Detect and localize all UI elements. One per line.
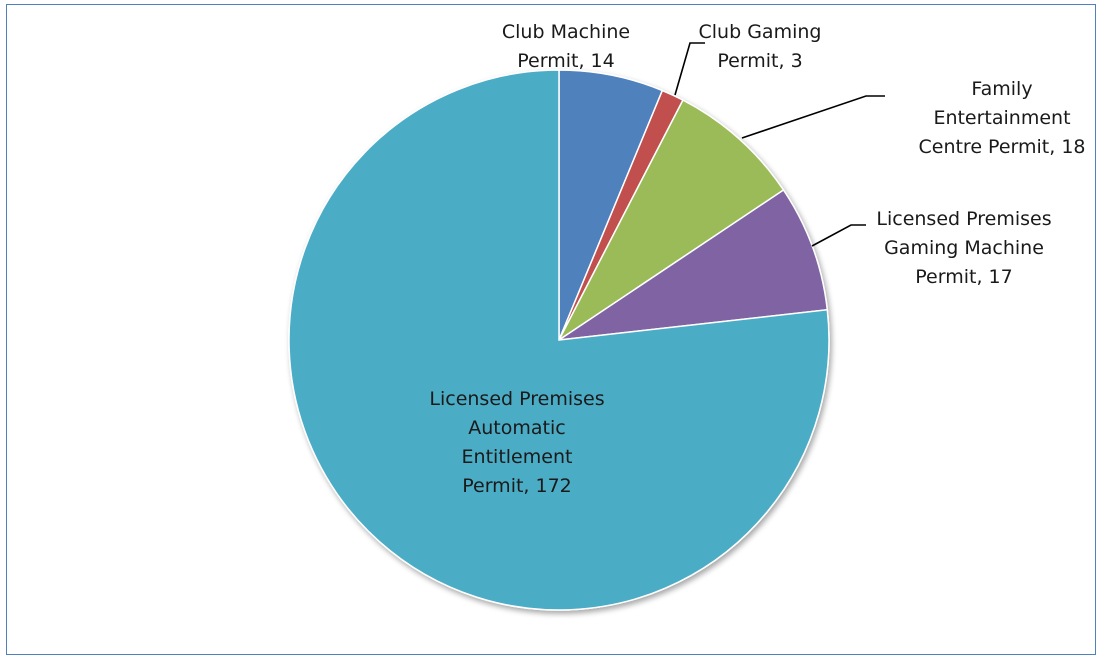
data-label-line: Licensed Premises (429, 388, 604, 410)
data-label-line: Permit, 14 (517, 50, 614, 72)
data-label-line: Permit, 17 (915, 266, 1012, 288)
data-label-line: Entertainment (933, 107, 1070, 129)
data-label: Licensed Premises Gaming Machine Permit, 1… (876, 208, 1051, 288)
data-label-line: Club Machine (502, 21, 630, 43)
pie-slices (288, 69, 830, 611)
data-label-line: Club Gaming (699, 21, 822, 43)
data-labels: Club Machine Permit, 14 Club Gaming Permit,… (429, 21, 1085, 497)
leader-line (741, 95, 885, 139)
data-label-line: Entitlement (462, 446, 573, 468)
data-label-line: Licensed Premises (876, 208, 1051, 230)
data-label-line: Automatic (468, 417, 565, 439)
data-label: Club Machine Permit, 14 (502, 21, 630, 72)
data-label: Club Gaming Permit, 3 (699, 21, 822, 72)
pie-slice-licensed-premises-automatic-entitlement-permit (288, 69, 830, 611)
data-label-line: Gaming Machine (884, 237, 1044, 259)
leader-lines (674, 42, 885, 247)
leader-line (674, 42, 705, 96)
data-label: Licensed Premises Automatic Entitlement Per… (429, 388, 604, 497)
leader-line (811, 224, 866, 247)
data-label: Family Entertainment Centre Permit, 18 (918, 78, 1085, 158)
data-label-line: Permit, 172 (462, 475, 572, 497)
pie-slice-licensed-premises-gaming-machine-permit (558, 188, 829, 341)
data-label-line: Permit, 3 (717, 50, 802, 72)
data-label-line: Family (971, 78, 1032, 100)
data-label-line: Centre Permit, 18 (918, 136, 1085, 158)
pie-slice-family-entertainment-centre-permit (558, 99, 785, 341)
